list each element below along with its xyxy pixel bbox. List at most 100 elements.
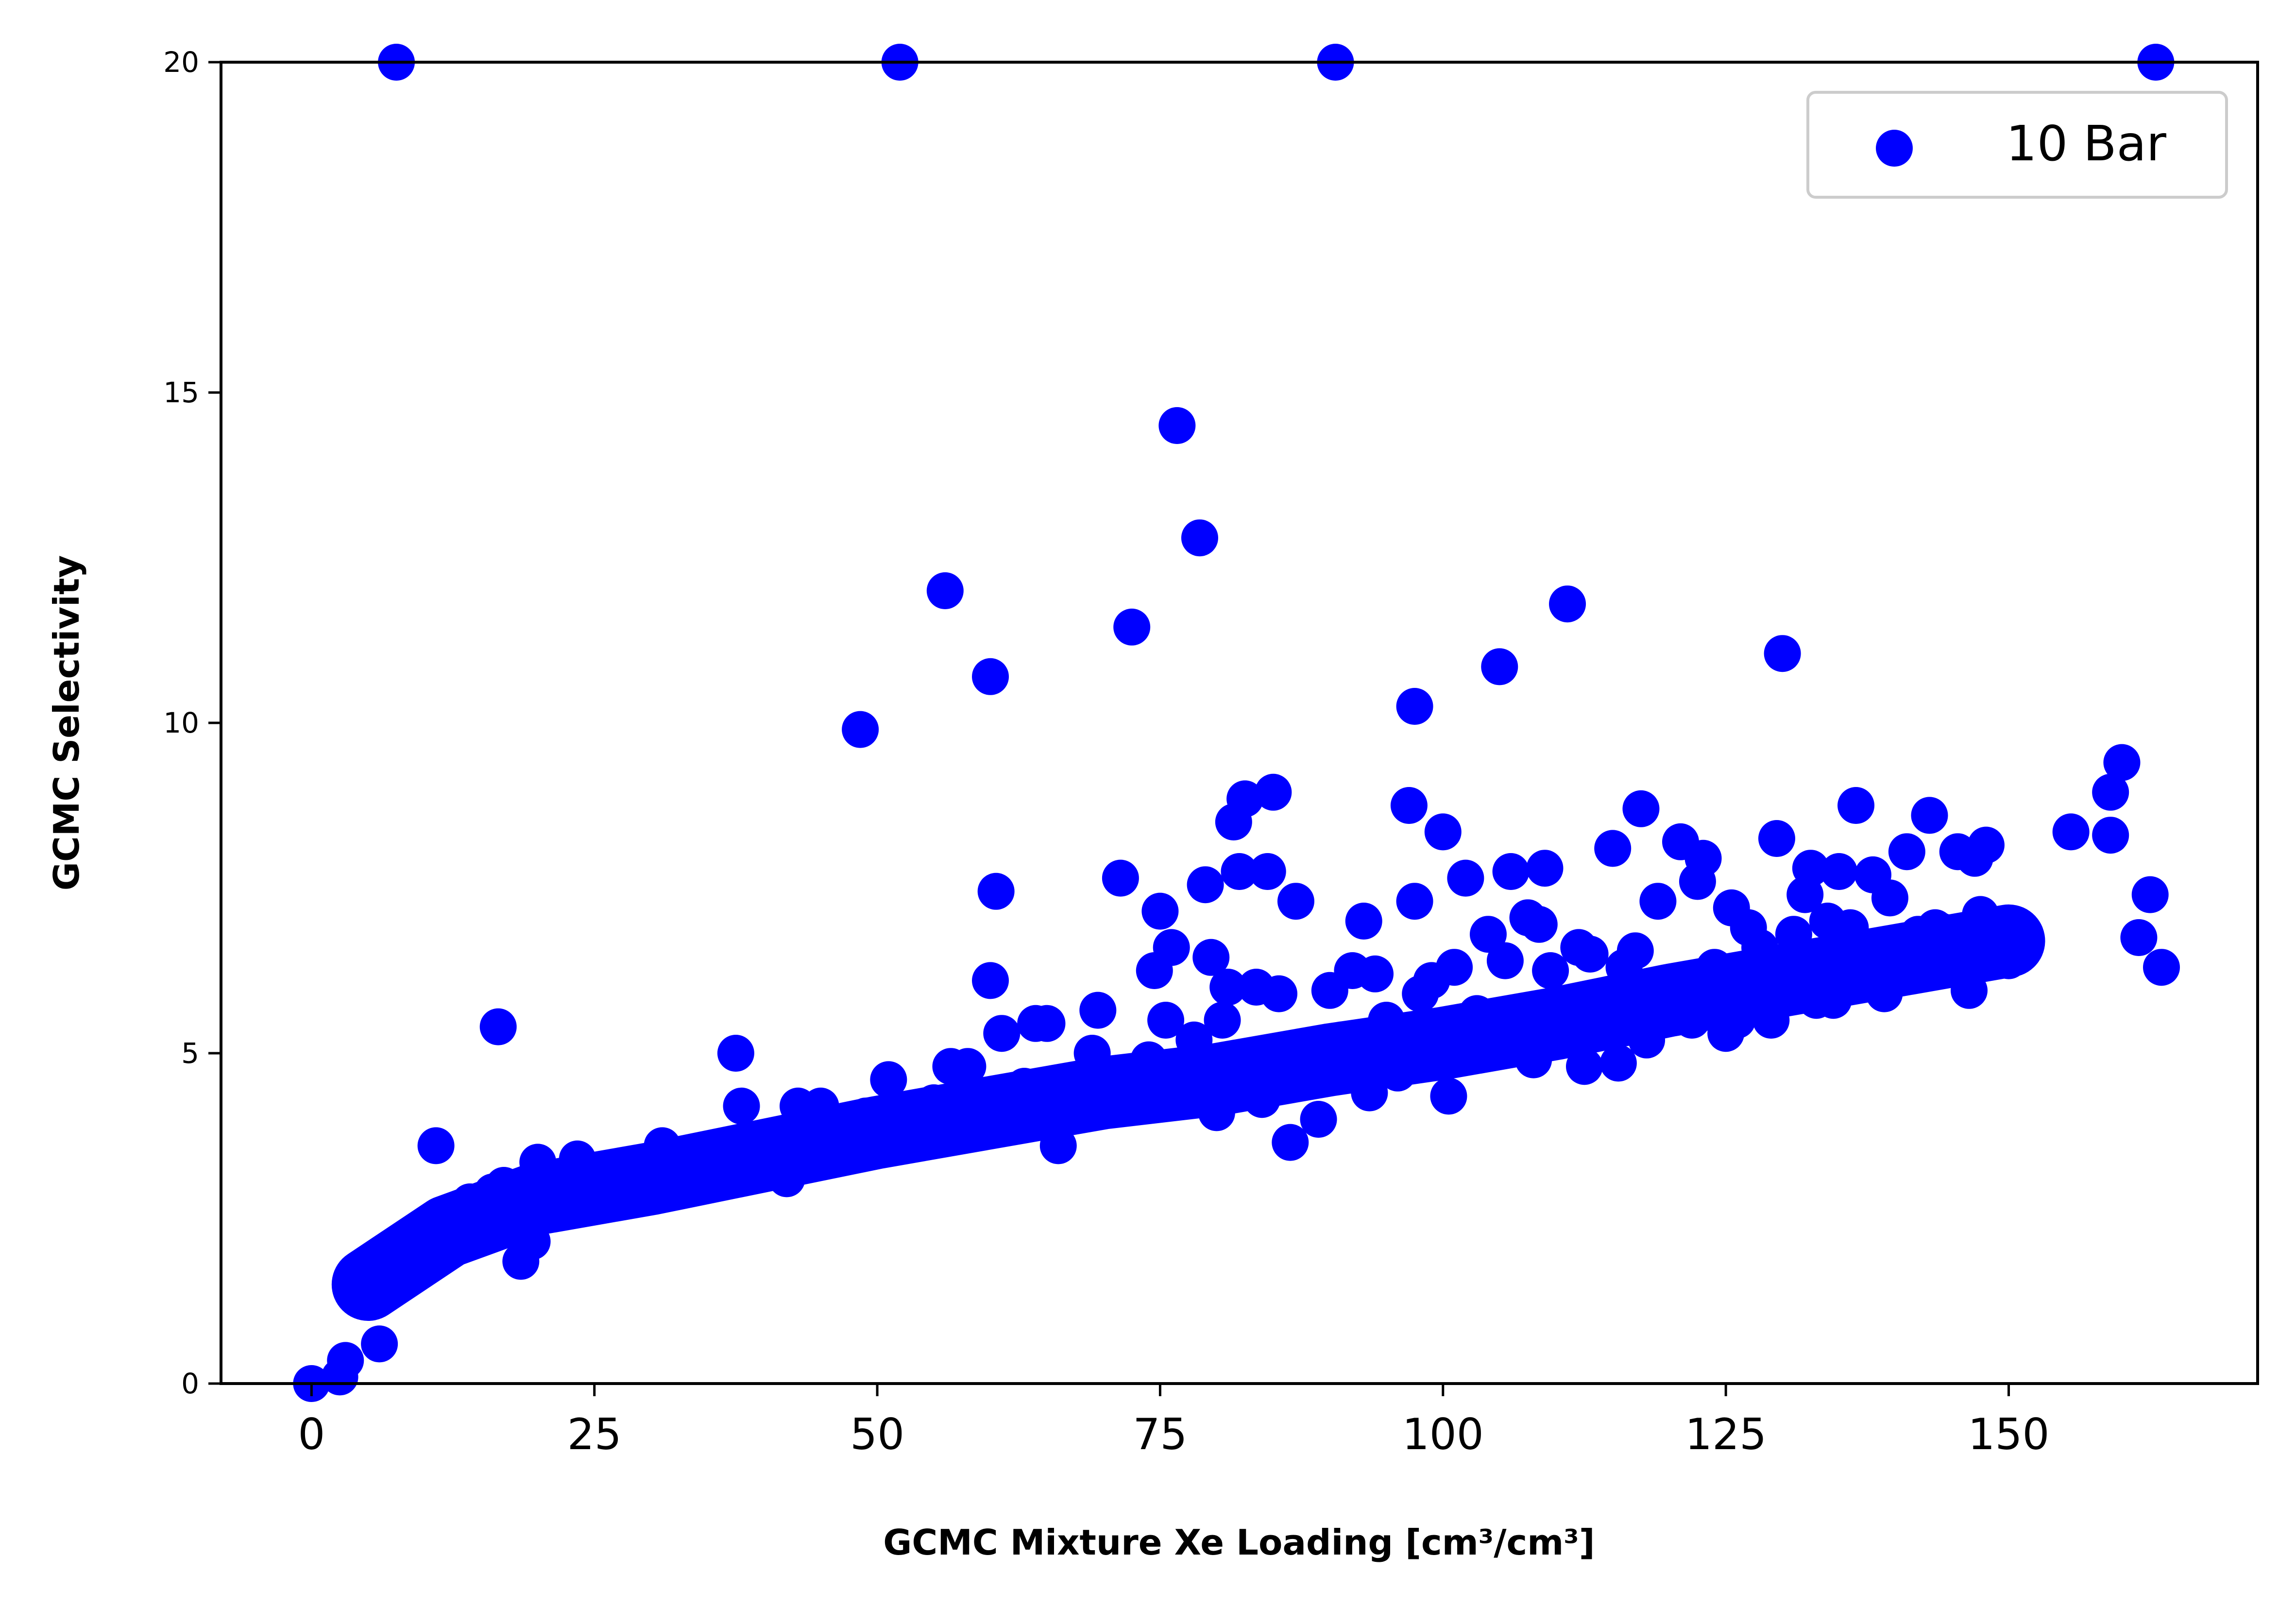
data-point (1221, 853, 1258, 890)
data-point (1198, 1094, 1235, 1131)
data-point (977, 872, 1015, 910)
data-point (1532, 952, 1569, 989)
data-point (926, 572, 964, 609)
data-point (1396, 883, 1433, 920)
data-point (1820, 853, 1858, 890)
data-point (1447, 859, 1484, 897)
data-point (1187, 866, 1224, 904)
legend: 10 Bar (1806, 91, 2228, 199)
data-point (949, 1048, 986, 1085)
x-tick-label: 125 (1685, 1409, 1767, 1459)
data-point (2092, 817, 2129, 854)
data-point (1192, 939, 1230, 976)
y-tick-label: 0 (181, 1367, 199, 1400)
y-tick-label: 20 (163, 46, 199, 79)
data-point (1289, 1035, 1326, 1072)
data-point (1990, 942, 2027, 979)
data-point (513, 1223, 551, 1260)
x-tick-label: 25 (567, 1409, 622, 1459)
data-point (327, 1342, 364, 1379)
x-axis-label: GCMC Mixture Xe Loading [cm³/cm³] (883, 1522, 1595, 1563)
data-point (1226, 780, 1264, 818)
dense-point-band (331, 904, 2045, 1321)
data-point (1673, 1002, 1711, 1039)
data-point (1153, 929, 1190, 966)
data-point (1741, 929, 1779, 966)
data-point (723, 1087, 760, 1125)
data-point (1515, 1041, 1552, 1078)
data-point (559, 1140, 596, 1178)
data-point (1430, 1078, 1467, 1115)
data-point (960, 1087, 998, 1125)
y-axis: 0 5 10 15 20 (163, 46, 221, 1400)
data-point (870, 1061, 907, 1098)
data-point (1481, 648, 1518, 685)
data-point (1990, 916, 2027, 953)
data-point (1260, 975, 1298, 1012)
data-point (1357, 955, 1394, 992)
data-point (983, 1015, 1020, 1052)
data-point (1181, 519, 1218, 557)
data-point (1871, 879, 1908, 917)
x-tick-label: 75 (1133, 1409, 1187, 1459)
data-point (1028, 1005, 1066, 1042)
data-point (1888, 833, 1925, 871)
data-point (2092, 773, 2129, 811)
data-point (1752, 1002, 1790, 1039)
data-point (1520, 906, 1558, 943)
data-point (1141, 892, 1179, 930)
legend-marker (1876, 130, 1913, 167)
data-point (1843, 929, 1880, 966)
data-point (1039, 1127, 1077, 1164)
data-point (1696, 949, 1733, 986)
points-layer (293, 44, 2180, 1402)
data-point (2052, 813, 2090, 851)
data-point (1390, 787, 1428, 824)
data-point (1300, 1101, 1337, 1138)
data-point (1368, 1002, 1405, 1039)
data-point (1396, 688, 1433, 725)
data-point (1639, 883, 1677, 920)
data-point (1277, 883, 1314, 920)
data-point (1255, 773, 1292, 811)
data-point (1492, 853, 1530, 890)
data-point (1345, 903, 1382, 940)
data-point (1175, 1021, 1213, 1059)
data-point (1204, 1002, 1241, 1039)
data-point (717, 1035, 754, 1072)
x-tick-label: 150 (1968, 1409, 2050, 1459)
data-point (1594, 830, 1632, 867)
legend-entry-label: 10 Bar (2006, 115, 2167, 172)
data-point (859, 1117, 896, 1154)
data-point (1950, 972, 1988, 1009)
data-point (1469, 916, 1507, 953)
y-tick-label: 15 (163, 376, 199, 409)
y-tick-label: 5 (181, 1037, 199, 1070)
data-point (1764, 635, 1801, 672)
data-point (1486, 942, 1524, 979)
data-point (485, 1167, 523, 1204)
data-point (1775, 916, 1812, 953)
dense-band-layer (331, 904, 2045, 1321)
data-point (2131, 876, 2169, 913)
x-tick-label: 100 (1402, 1409, 1484, 1459)
data-point (842, 711, 879, 748)
data-point (1243, 1081, 1281, 1118)
data-point (361, 1325, 398, 1363)
data-point (1565, 1048, 1603, 1085)
data-point (972, 962, 1009, 999)
data-point (1684, 839, 1722, 877)
data-point (1911, 797, 1948, 834)
data-point (1458, 995, 1496, 1032)
data-point (1351, 1074, 1388, 1112)
data-point (1113, 608, 1151, 646)
data-point (1272, 1124, 1309, 1161)
data-point (1758, 820, 1795, 857)
data-point (1102, 859, 1139, 897)
x-axis: 0 25 50 75 100 125 150 (298, 1384, 2050, 1459)
data-point (1934, 929, 1971, 966)
data-point (519, 1144, 557, 1181)
data-point (1718, 1002, 1756, 1039)
data-point (1249, 853, 1286, 890)
data-point (1323, 1021, 1360, 1059)
